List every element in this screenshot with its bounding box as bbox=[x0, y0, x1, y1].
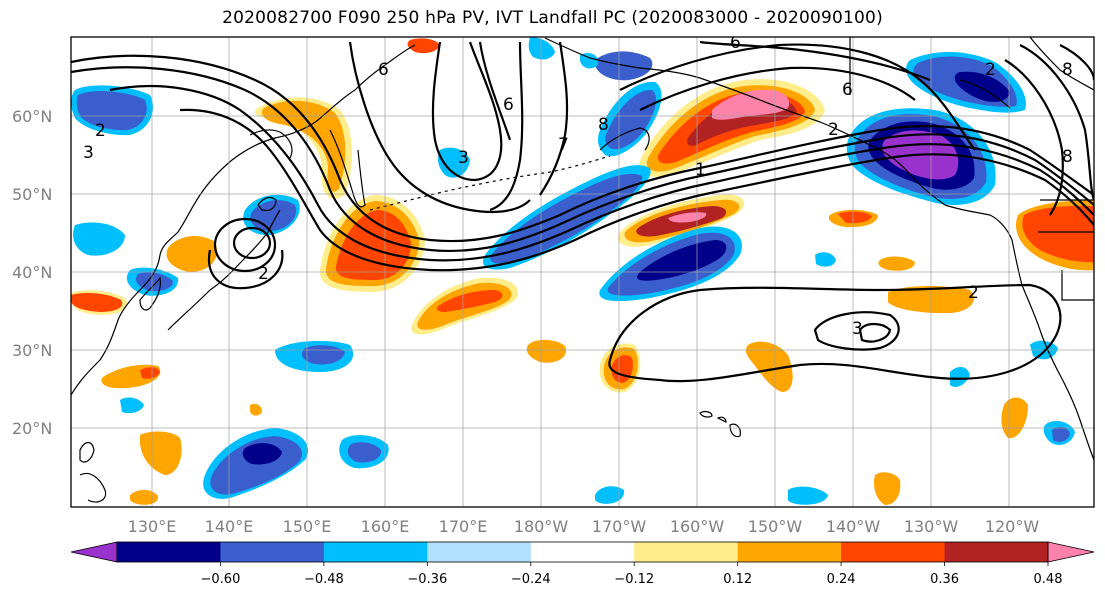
colorbar-tick-label: −0.60 bbox=[201, 572, 241, 587]
contour-label: 6 bbox=[842, 80, 853, 100]
colorbar-segment bbox=[220, 542, 325, 562]
colorbar-extend-max bbox=[1047, 541, 1095, 563]
contour-label: 2 bbox=[968, 283, 979, 303]
lon-label: 140°W bbox=[826, 517, 881, 536]
contour-label: 3 bbox=[458, 148, 469, 168]
colorbar-tick-label: −0.48 bbox=[304, 572, 344, 587]
colorbar-segment bbox=[841, 542, 946, 562]
contour-label: 2 bbox=[95, 121, 106, 141]
contour-label: 6 bbox=[503, 95, 514, 115]
lat-label: 60°N bbox=[12, 107, 52, 126]
colorbar-segment bbox=[323, 542, 428, 562]
page-title: 2020082700 F090 250 hPa PV, IVT Landfall… bbox=[222, 8, 883, 28]
colorbar-segment bbox=[530, 542, 635, 562]
contour-label: 3 bbox=[852, 319, 863, 339]
contour-labels: 2 3 2 6 6 6 7 8 2 1 6 2 8 8 3 2 3 bbox=[83, 33, 1073, 339]
colorbar-segment bbox=[944, 542, 1049, 562]
graticule bbox=[71, 37, 1094, 507]
colorbar-tick-label: −0.36 bbox=[407, 572, 447, 587]
contour-label: 3 bbox=[83, 143, 94, 163]
contour-label: 6 bbox=[730, 33, 741, 53]
colorbar-tick-label: −0.24 bbox=[511, 572, 551, 587]
lon-label: 130°W bbox=[904, 517, 959, 536]
lat-label: 40°N bbox=[12, 263, 52, 282]
longitude-labels: 130°E 140°E 150°E 160°E 170°E 180°W 170°… bbox=[128, 517, 1040, 536]
lon-label: 130°E bbox=[128, 517, 177, 536]
contour-label: 7 bbox=[558, 135, 569, 155]
lon-label: 170°E bbox=[439, 517, 488, 536]
lon-label: 120°W bbox=[985, 517, 1040, 536]
colorbar-segment bbox=[427, 542, 532, 562]
contour-label: 8 bbox=[1062, 147, 1073, 167]
colorbar-segment bbox=[737, 542, 842, 562]
contour-label: 2 bbox=[258, 264, 269, 284]
contour-label: 2 bbox=[985, 60, 996, 80]
contour-label: 1 bbox=[695, 160, 706, 180]
colorbar-segment bbox=[634, 542, 739, 562]
contour-label: 6 bbox=[378, 60, 389, 80]
colorbar-tick-label: 0.48 bbox=[1034, 572, 1063, 587]
colorbar-tick-label: −0.12 bbox=[614, 572, 654, 587]
lat-label: 20°N bbox=[12, 419, 52, 438]
lon-label: 180°W bbox=[514, 517, 569, 536]
contour-label: 8 bbox=[598, 115, 609, 135]
map-frame bbox=[70, 36, 1095, 508]
colorbar-tick-label: 0.12 bbox=[723, 572, 752, 587]
colorbar-segment bbox=[117, 542, 221, 562]
pv-contours bbox=[71, 40, 1094, 383]
lon-label: 150°E bbox=[283, 517, 332, 536]
colorbar-tick-label: 0.24 bbox=[827, 572, 856, 587]
lat-label: 50°N bbox=[12, 185, 52, 204]
contour-label: 8 bbox=[1062, 60, 1073, 80]
coastlines bbox=[71, 37, 1094, 503]
colorbar: −0.60 −0.48 −0.36 −0.24 −0.12 0.12 0.24 0.36 0.4… bbox=[70, 541, 1095, 587]
colorbar-tick-label: 0.36 bbox=[930, 572, 959, 587]
contour-label: 2 bbox=[828, 120, 839, 140]
lon-label: 150°W bbox=[748, 517, 803, 536]
lon-label: 160°W bbox=[670, 517, 725, 536]
lon-label: 170°W bbox=[592, 517, 647, 536]
lon-label: 140°E bbox=[205, 517, 254, 536]
lon-label: 160°E bbox=[361, 517, 410, 536]
lat-label: 30°N bbox=[12, 341, 52, 360]
latitude-labels: 60°N 50°N 40°N 30°N 20°N bbox=[12, 107, 52, 438]
colorbar-outline bbox=[116, 541, 1049, 563]
colorbar-extend-min bbox=[70, 541, 118, 563]
